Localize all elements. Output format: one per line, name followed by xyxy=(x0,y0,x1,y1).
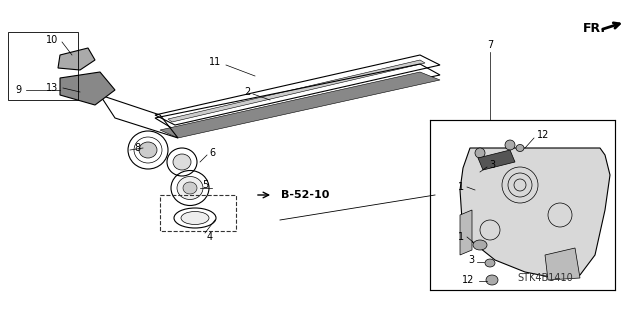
Text: B-52-10: B-52-10 xyxy=(281,190,329,200)
Text: 5: 5 xyxy=(202,180,208,190)
Text: FR.: FR. xyxy=(582,21,605,34)
Text: 4: 4 xyxy=(207,232,213,242)
Polygon shape xyxy=(168,60,425,122)
Text: 2: 2 xyxy=(244,87,250,97)
Ellipse shape xyxy=(473,240,487,250)
Circle shape xyxy=(505,140,515,150)
Text: 12: 12 xyxy=(537,130,549,140)
Polygon shape xyxy=(545,248,580,280)
Polygon shape xyxy=(58,48,95,70)
Text: 9: 9 xyxy=(15,85,21,95)
Ellipse shape xyxy=(485,259,495,267)
Ellipse shape xyxy=(139,142,157,158)
Polygon shape xyxy=(60,72,115,105)
Text: 6: 6 xyxy=(209,148,215,158)
Ellipse shape xyxy=(177,176,203,199)
Text: 3: 3 xyxy=(468,255,474,265)
Text: 12: 12 xyxy=(462,275,474,285)
Circle shape xyxy=(475,148,485,158)
Bar xyxy=(430,120,615,290)
Bar xyxy=(8,32,78,100)
Text: 10: 10 xyxy=(46,35,58,45)
Ellipse shape xyxy=(486,275,498,285)
Text: 3: 3 xyxy=(489,160,495,170)
Ellipse shape xyxy=(181,211,209,225)
Polygon shape xyxy=(160,72,440,138)
Text: 11: 11 xyxy=(209,57,221,67)
Polygon shape xyxy=(478,150,515,170)
Text: STK4B1410: STK4B1410 xyxy=(517,273,573,283)
Text: 7: 7 xyxy=(487,40,493,50)
Text: 1: 1 xyxy=(458,232,464,242)
Polygon shape xyxy=(460,148,610,278)
Ellipse shape xyxy=(183,182,197,194)
Polygon shape xyxy=(460,210,472,255)
Ellipse shape xyxy=(173,154,191,170)
Text: 8: 8 xyxy=(134,143,140,153)
Text: 13: 13 xyxy=(46,83,58,93)
Text: 1: 1 xyxy=(458,182,464,192)
Ellipse shape xyxy=(516,145,524,152)
